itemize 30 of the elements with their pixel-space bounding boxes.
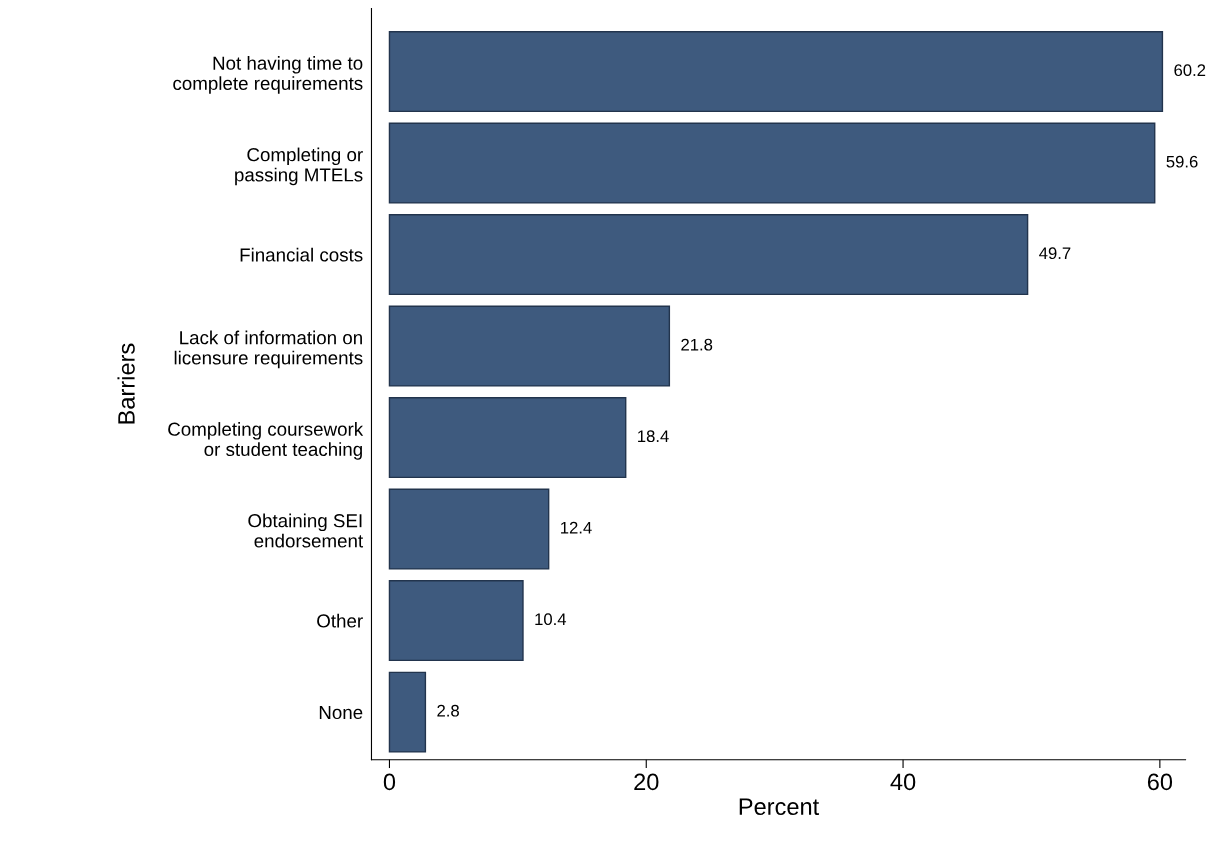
- y-tick-label: Completing or passing MTELs: [235, 147, 363, 186]
- x-tick-label: 0: [383, 773, 396, 791]
- y-tick-label: Other: [317, 613, 363, 628]
- y-tick-label: Obtaining SEI endorsement: [248, 513, 364, 548]
- data-label: 60.2: [1174, 64, 1206, 77]
- bar: [388, 580, 524, 662]
- bar: [388, 488, 550, 570]
- data-label: 21.8: [681, 338, 713, 351]
- bar: [388, 122, 1156, 204]
- x-axis-title: Percent: [739, 798, 820, 816]
- data-label: 59.6: [1166, 155, 1198, 168]
- y-tick-label: Financial costs: [240, 247, 363, 262]
- x-tick-label: 40: [890, 773, 916, 791]
- x-tick-label: 20: [634, 773, 659, 791]
- y-axis-title: Barriers: [117, 343, 135, 424]
- y-tick-label: Completing coursework or student teaching: [168, 422, 364, 460]
- bar: [388, 305, 671, 387]
- y-tick-label: Lack of information on licensure requirements: [174, 330, 363, 369]
- y-tick-label: Not having time to complete requirements: [173, 56, 363, 94]
- data-label: 12.4: [561, 521, 592, 534]
- bar: [388, 214, 1029, 296]
- bar: [388, 397, 627, 479]
- data-label: 49.7: [1039, 247, 1071, 260]
- data-label: 10.4: [535, 613, 567, 626]
- bar: [388, 31, 1164, 113]
- data-label: 2.8: [437, 704, 459, 717]
- bar: [388, 671, 427, 753]
- data-label: 18.4: [638, 430, 669, 443]
- x-tick-label: 60: [1147, 773, 1173, 791]
- y-tick-label: None: [319, 706, 363, 720]
